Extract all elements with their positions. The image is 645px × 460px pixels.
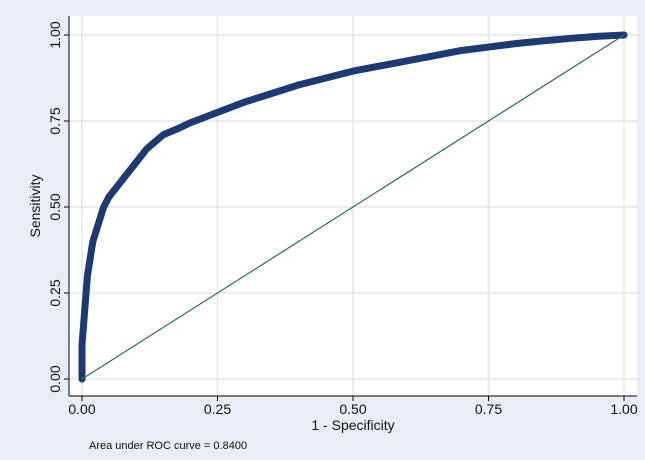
x-tick-label: 0.00 bbox=[68, 401, 95, 417]
x-axis-title: 1 - Specificity bbox=[311, 417, 394, 433]
x-axis-ticks: 0.00 0.25 0.50 0.75 1.00 bbox=[68, 396, 638, 417]
x-tick-label: 0.75 bbox=[475, 401, 502, 417]
x-tick-label: 1.00 bbox=[610, 401, 637, 417]
y-axis-ticks: 0.00 0.25 0.50 0.75 1.00 bbox=[47, 21, 69, 393]
series-layer bbox=[78, 31, 628, 383]
y-tick-label: 0.50 bbox=[47, 193, 63, 220]
y-tick-label: 0.25 bbox=[47, 279, 63, 306]
y-tick-label: 1.00 bbox=[47, 21, 63, 48]
roc-curve-line bbox=[78, 31, 628, 383]
y-tick-label: 0.00 bbox=[47, 365, 63, 392]
x-tick-label: 0.25 bbox=[204, 401, 231, 417]
y-axis-title: Sensitivity bbox=[27, 174, 43, 237]
auc-note: Area under ROC curve = 0.8400 bbox=[89, 440, 247, 452]
x-tick-label: 0.50 bbox=[339, 401, 366, 417]
reference-diagonal-line bbox=[81, 34, 625, 380]
y-tick-label: 0.75 bbox=[47, 107, 63, 134]
